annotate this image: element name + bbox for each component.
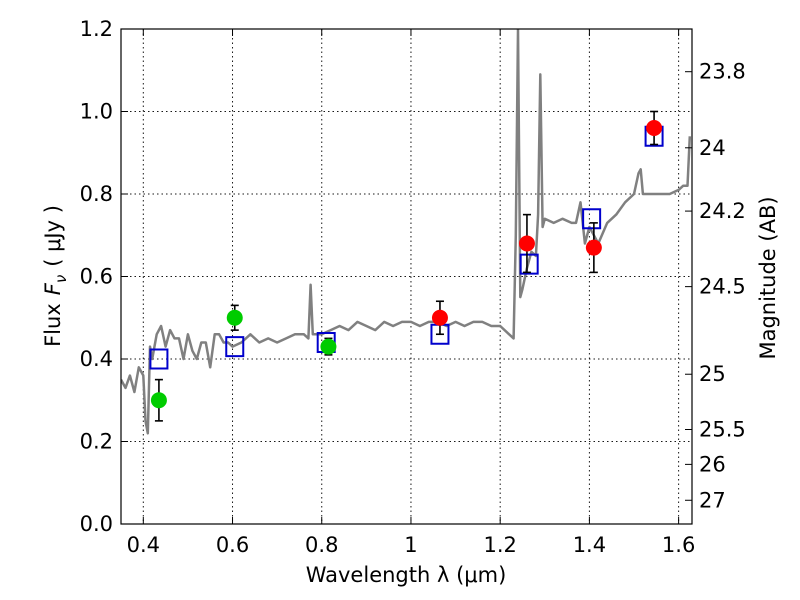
grid: [121, 29, 692, 524]
y2-tick-label: 24.2: [699, 199, 746, 223]
y-axis-label: Flux Fν ( μJy ): [41, 205, 70, 347]
model-photometry-square: [149, 348, 169, 370]
ticks-layer: 0.4 0.6 0.8 1 1.2 1.4 1.6 0.0 0.2 0.4 0.6 0.8 1.0 1.2…: [80, 17, 746, 557]
observed-flux-point: [320, 338, 337, 355]
spectrum-line: [121, 29, 692, 435]
y2-tick-label: 26: [699, 452, 726, 476]
x-tick-label: 1.4: [573, 533, 606, 557]
model-photometry-square: [225, 336, 245, 358]
x-axis-label: Wavelength λ (μm): [306, 563, 507, 587]
observed-flux-point: [646, 120, 663, 136]
y-tick-label: 0.2: [80, 430, 113, 454]
x-tick-label: 1.2: [483, 533, 516, 557]
y2-tick-label: 25: [699, 362, 726, 386]
y2-tick-label: 23.8: [699, 60, 746, 84]
y-label-unit: ( μJy ): [41, 205, 65, 267]
spectrum-layer: [121, 29, 692, 435]
y-label-subscript: ν: [52, 275, 70, 283]
observed-flux-point: [226, 309, 243, 326]
x-tick-label: 1: [404, 533, 417, 557]
observed-points-layer: [150, 110, 663, 422]
y-tick-label: 0.4: [80, 347, 113, 371]
model-photometry-square: [519, 253, 539, 275]
y-label-prefix: Flux: [41, 303, 65, 347]
x-tick-label: 0.4: [127, 533, 160, 557]
y-label-symbol: F: [41, 282, 65, 295]
observed-flux-point: [150, 392, 167, 409]
observed-flux-point: [431, 309, 448, 326]
y2-tick-label: 27: [699, 488, 726, 512]
model-photometry-layer: [149, 125, 664, 370]
observed-flux-point: [518, 235, 535, 252]
y-tick-label: 0.8: [80, 182, 113, 206]
observed-flux-point: [585, 239, 602, 256]
x-tick-label: 0.6: [216, 533, 249, 557]
y-tick-label: 0.6: [80, 265, 113, 289]
y2-tick-label: 24: [699, 136, 726, 160]
y-tick-label: 1.2: [80, 17, 113, 41]
y-tick-label: 0.0: [80, 512, 113, 536]
y-tick-label: 1.0: [80, 100, 113, 124]
x-tick-label: 0.8: [305, 533, 338, 557]
y2-axis-label: Magnitude (AB): [756, 196, 780, 359]
y2-tick-label: 25.5: [699, 418, 746, 442]
x-tick-label: 1.6: [662, 533, 695, 557]
y2-tick-label: 24.5: [699, 275, 746, 299]
model-photometry-square: [582, 208, 602, 230]
